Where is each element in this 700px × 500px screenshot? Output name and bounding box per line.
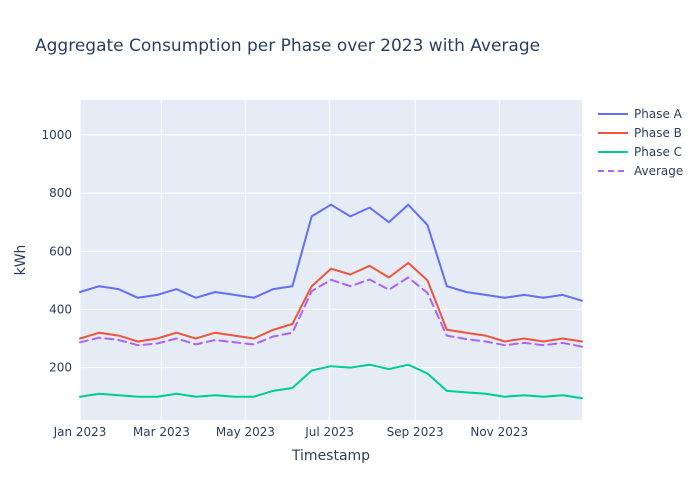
y-tick-label: 200 — [49, 361, 72, 375]
x-tick-label: Nov 2023 — [470, 425, 528, 439]
legend-item-average[interactable]: Average — [598, 164, 683, 178]
series-line-average — [79, 276, 583, 348]
x-tick-label: May 2023 — [216, 425, 275, 439]
legend-label: Average — [634, 164, 683, 178]
legend-item-phase-b[interactable]: Phase B — [598, 126, 682, 140]
series-lines — [79, 203, 583, 400]
gridlines — [79, 100, 582, 420]
series-line-phase-c — [79, 363, 583, 400]
x-axis-ticks: Jan 2023 Mar 2023 May 2023 Jul 2023 Sep 2023… — [53, 425, 529, 439]
legend-item-phase-a[interactable]: Phase A — [598, 107, 683, 121]
legend-label: Phase A — [634, 107, 683, 121]
series-line-phase-a — [79, 203, 583, 302]
series-line-phase-b — [79, 261, 583, 343]
x-axis-label: Timestamp — [291, 448, 370, 464]
y-tick-label: 800 — [49, 186, 72, 200]
y-axis-ticks: 200 400 600 800 1000 — [41, 128, 72, 375]
x-tick-label: Mar 2023 — [133, 425, 190, 439]
plot-background — [80, 100, 582, 420]
x-tick-label: Sep 2023 — [387, 425, 444, 439]
y-axis-label: kWh — [13, 245, 29, 276]
x-tick-label: Jan 2023 — [53, 425, 107, 439]
legend-item-phase-c[interactable]: Phase C — [598, 145, 682, 159]
x-tick-label: Jul 2023 — [304, 425, 354, 439]
legend-label: Phase B — [634, 126, 682, 140]
y-tick-label: 400 — [49, 302, 72, 316]
legend-label: Phase C — [634, 145, 682, 159]
y-tick-label: 1000 — [41, 128, 72, 142]
chart-title: Aggregate Consumption per Phase over 202… — [35, 36, 540, 56]
legend[interactable]: Phase A Phase B Phase C Average — [598, 107, 683, 178]
y-tick-label: 600 — [49, 244, 72, 258]
